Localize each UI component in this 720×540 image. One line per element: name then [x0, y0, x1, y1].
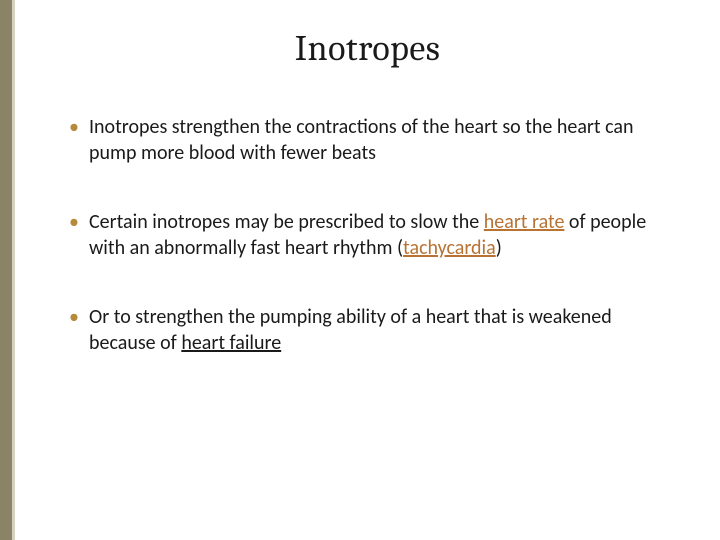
bullet-item: Or to strengthen the pumping ability of … [65, 305, 670, 356]
link-heart-rate[interactable]: heart rate [484, 210, 565, 234]
bullet-text: Or to strengthen the pumping ability of … [89, 305, 612, 355]
bullet-text: Certain inotropes may be prescribed to s… [89, 210, 484, 234]
link-tachycardia[interactable]: tachycardia [403, 236, 496, 260]
underlined-heart-failure: heart failure [181, 331, 281, 355]
bullet-text: ) [496, 236, 502, 260]
bullet-text: Inotropes strengthen the contractions of… [89, 115, 634, 165]
slide-title: Inotropes [65, 28, 670, 69]
slide-accent-bar [0, 0, 12, 540]
bullet-list: Inotropes strengthen the contractions of… [65, 115, 670, 357]
bullet-item: Inotropes strengthen the contractions of… [65, 115, 670, 166]
bullet-item: Certain inotropes may be prescribed to s… [65, 210, 670, 261]
slide-body: Inotropes Inotropes strengthen the contr… [15, 0, 720, 540]
